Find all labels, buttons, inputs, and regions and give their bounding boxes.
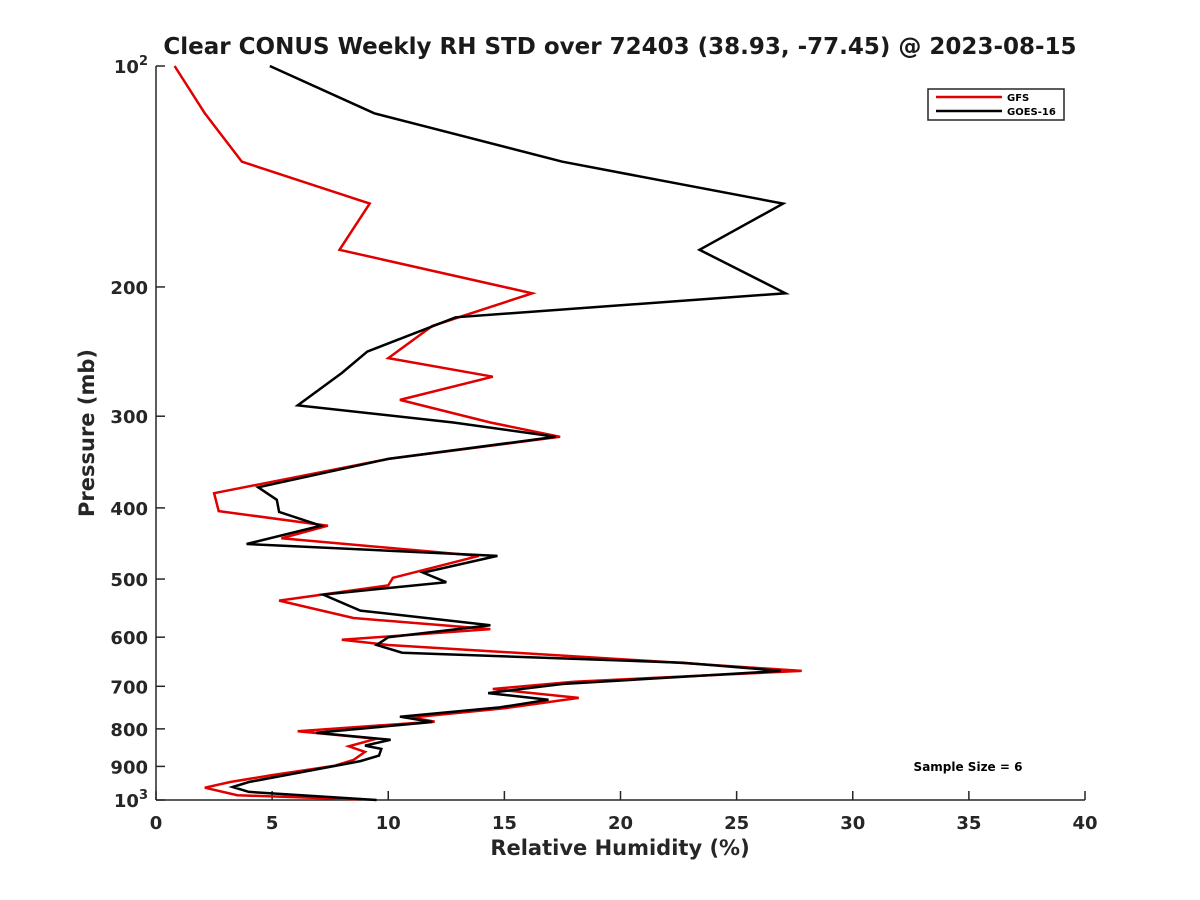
x-axis-label: Relative Humidity (%)	[490, 836, 749, 860]
x-tick-label-25: 25	[724, 813, 749, 834]
y-tick-label-600: 600	[110, 628, 148, 649]
chart-title: Clear CONUS Weekly RH STD over 72403 (38…	[163, 34, 1076, 60]
series-line-goes-16	[228, 64, 790, 802]
plot-lines	[173, 64, 802, 802]
x-tick-label-30: 30	[840, 813, 865, 834]
sample-size-annotation: Sample Size = 6	[914, 760, 1023, 774]
y-tick-label-700: 700	[110, 677, 148, 698]
x-tick-label-10: 10	[376, 813, 401, 834]
legend-label-goes-16: GOES-16	[1007, 107, 1056, 118]
y-tick-label-800: 800	[110, 720, 148, 741]
y-axis-label: Pressure (mb)	[75, 349, 99, 517]
y-tick-label-100: 102	[114, 54, 148, 78]
x-tick-label-35: 35	[956, 813, 981, 834]
series-line-gfs	[173, 65, 802, 801]
axes: 0 5 10 15 20 25 30 35 40 102 200 300 400 500 600 700 800…	[110, 54, 1097, 834]
x-tick-label-40: 40	[1072, 813, 1097, 834]
y-tick-label-900: 900	[110, 757, 148, 778]
legend: GFS GOES-16	[927, 88, 1065, 121]
y-tick-label-1000: 103	[114, 788, 148, 812]
x-tick-label-5: 5	[266, 813, 279, 834]
legend-label-gfs: GFS	[1007, 93, 1029, 104]
y-tick-label-200: 200	[110, 278, 148, 299]
y-tick-label-500: 500	[110, 570, 148, 591]
x-tick-label-0: 0	[150, 813, 163, 834]
y-tick-label-400: 400	[110, 499, 148, 520]
legend-box	[927, 88, 1065, 121]
y-tick-label-300: 300	[110, 407, 148, 428]
x-tick-label-20: 20	[608, 813, 633, 834]
x-tick-label-15: 15	[492, 813, 517, 834]
